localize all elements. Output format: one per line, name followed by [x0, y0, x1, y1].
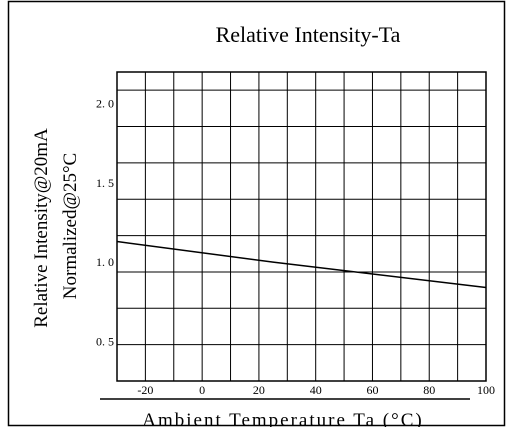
x-tick-label: 20: [253, 383, 265, 397]
y-tick-labels: 0. 5 1. 0 1. 5 2. 0: [96, 97, 114, 349]
y-tick-label: 2. 0: [96, 97, 114, 111]
y-axis-label-line1: Relative Intensity@20mA: [31, 128, 52, 328]
x-axis-label: Ambient Temperature Ta (°C): [142, 410, 423, 427]
y-axis-label-line2: Normalized@25°C: [60, 153, 81, 299]
series-line: [116, 240, 487, 289]
grid: [117, 72, 486, 381]
x-tick-labels: -20 0 20 40 60 80 100: [137, 383, 495, 397]
x-tick-label: 100: [477, 383, 495, 397]
y-tick-label: 0. 5: [96, 334, 114, 348]
y-tick-label: 1. 0: [96, 255, 114, 269]
series-layer: [116, 240, 487, 289]
y-tick-label: 1. 5: [96, 176, 114, 190]
x-tick-label: 60: [366, 383, 378, 397]
plot-frame: [116, 71, 487, 382]
outer-frame: [7, 0, 506, 427]
x-tick-label: 40: [310, 383, 322, 397]
chart-title: Relative Intensity-Ta: [216, 22, 401, 47]
x-tick-label: -20: [137, 383, 153, 397]
x-tick-label: 80: [423, 383, 435, 397]
x-tick-label: 0: [199, 383, 205, 397]
